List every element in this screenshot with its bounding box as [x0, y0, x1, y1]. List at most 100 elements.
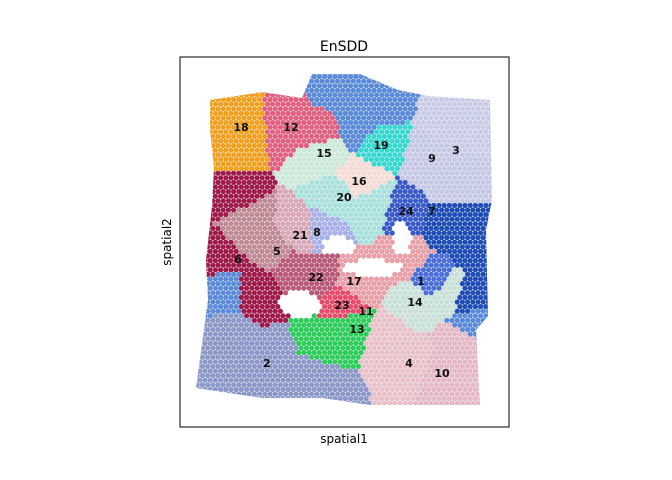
spot-cluster-24 [389, 212, 395, 218]
spot-cluster-9 [467, 184, 473, 190]
spot-cluster-5 [244, 239, 250, 245]
spot-cluster-11 [345, 115, 351, 121]
spot-cluster-4 [397, 327, 403, 333]
spot-cluster-8 [316, 221, 322, 227]
spot-cluster-9 [418, 170, 424, 176]
spot-cluster-2 [264, 386, 270, 392]
spot-cluster-15 [298, 152, 304, 158]
spot-cluster-10 [449, 336, 455, 342]
spot-cluster-9 [449, 189, 455, 195]
spot-cluster-13 [358, 340, 364, 346]
cluster-label-20: 20 [336, 191, 352, 204]
spot-cluster-7 [478, 202, 484, 208]
spot-cluster-2 [223, 377, 229, 383]
spot-cluster-18 [202, 129, 208, 135]
spot-cluster-5 [257, 253, 263, 259]
spot-cluster-12 [285, 129, 291, 135]
spot-cluster-22 [280, 267, 286, 273]
spot-cluster-6 [251, 290, 257, 296]
spot-cluster-20 [350, 216, 356, 222]
spot-cluster-2 [288, 336, 294, 342]
spot-cluster-11 [199, 308, 205, 314]
spot-cluster-11 [342, 110, 348, 116]
spot-cluster-7 [480, 271, 486, 277]
spot-cluster-3 [491, 115, 492, 121]
spot-cluster-11 [223, 276, 229, 282]
spot-cluster-24 [397, 179, 403, 185]
cluster-label-17: 17 [346, 275, 361, 288]
spot-cluster-18 [212, 156, 218, 162]
spot-cluster-24 [420, 212, 426, 218]
spot-cluster-2 [296, 405, 301, 410]
spot-cluster-24 [420, 193, 426, 199]
spot-cluster-2 [220, 327, 226, 333]
spot-cluster-5 [272, 207, 278, 213]
spot-cluster-3 [457, 110, 463, 116]
spot-cluster-7 [426, 239, 432, 245]
spot-cluster-11 [202, 304, 208, 310]
spot-cluster-6 [262, 308, 268, 314]
spot-cluster-2 [342, 396, 348, 402]
spot-cluster-4 [410, 386, 416, 392]
spot-cluster-13 [366, 327, 372, 333]
spot-cluster-11 [350, 124, 356, 130]
spot-cluster-12 [275, 110, 281, 116]
spot-cluster-17 [413, 253, 419, 259]
spot-cluster-18 [259, 101, 265, 107]
spot-cluster-15 [298, 179, 304, 185]
spot-cluster-2 [210, 391, 216, 397]
spot-cluster-18 [241, 78, 247, 84]
spot-cluster-6 [205, 262, 211, 268]
spot-cluster-15 [329, 170, 335, 176]
spot-cluster-10 [488, 377, 492, 383]
spot-cluster-9 [467, 175, 473, 181]
spot-cluster-8 [314, 216, 320, 222]
spot-cluster-9 [478, 175, 484, 181]
spot-cluster-11 [350, 78, 356, 84]
spot-cluster-24 [415, 221, 421, 227]
spot-cluster-6 [233, 202, 239, 208]
spot-cluster-5 [228, 212, 234, 218]
spot-cluster-18 [233, 83, 239, 89]
spot-cluster-4 [394, 386, 400, 392]
spot-cluster-20 [350, 207, 356, 213]
spot-cluster-10 [418, 400, 424, 405]
spot-cluster-4 [392, 327, 398, 333]
spot-cluster-3 [418, 106, 424, 112]
spot-cluster-7 [491, 281, 492, 287]
spot-cluster-13 [332, 350, 338, 356]
spot-cluster-3 [415, 101, 421, 107]
spot-cluster-11 [449, 317, 455, 323]
spot-cluster-11 [392, 97, 398, 103]
spot-cluster-4 [368, 331, 374, 337]
spot-cluster-8 [335, 216, 341, 222]
spot-cluster-10 [454, 391, 460, 397]
spot-cluster-4 [407, 336, 413, 342]
spot-cluster-11 [358, 92, 364, 98]
spot-cluster-20 [316, 184, 322, 190]
spot-cluster-7 [483, 202, 489, 208]
spot-cluster-12 [275, 101, 281, 107]
spot-cluster-11 [384, 110, 390, 116]
spot-cluster-2 [244, 405, 249, 410]
spot-cluster-11 [368, 92, 374, 98]
spot-cluster-10 [446, 322, 452, 328]
spot-cluster-10 [459, 391, 465, 397]
spot-cluster-11 [483, 322, 489, 328]
spot-cluster-22 [335, 262, 341, 268]
spot-cluster-5 [275, 258, 281, 264]
spot-cluster-15 [311, 166, 317, 172]
spot-cluster-4 [379, 405, 384, 410]
spot-cluster-11 [196, 304, 198, 310]
spot-cluster-7 [485, 253, 491, 259]
spot-cluster-9 [410, 156, 416, 162]
spot-cluster-18 [254, 156, 260, 162]
spot-cluster-10 [475, 391, 481, 397]
spot-cluster-13 [296, 322, 302, 328]
spot-cluster-17 [410, 258, 416, 264]
spot-cluster-7 [478, 285, 484, 291]
spot-cluster-2 [327, 396, 333, 402]
spot-cluster-12 [277, 161, 283, 167]
spot-cluster-11 [478, 331, 484, 337]
spot-cluster-2 [212, 313, 218, 319]
